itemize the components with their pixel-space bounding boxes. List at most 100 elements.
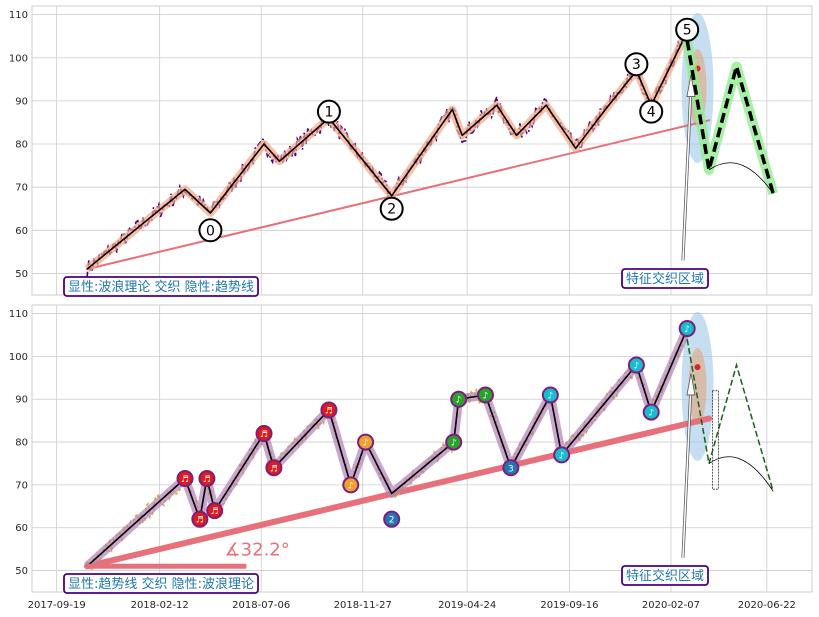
y-tick-label: 100	[9, 53, 28, 64]
wave-marker	[265, 459, 283, 477]
wave-marker	[553, 446, 571, 464]
wave-marker	[642, 403, 660, 421]
y-tick-label: 80	[15, 438, 28, 449]
wave-line	[86, 31, 688, 270]
wave-marker-glyph: ♬	[211, 507, 219, 517]
label-box: 显性:趋势线 交织 隐性:波浪理论	[63, 573, 259, 594]
y-tick-label: 70	[15, 183, 28, 194]
wave-marker-glyph: ♪	[648, 409, 654, 419]
y-tick-label: 50	[15, 269, 28, 280]
x-tick-label: 2020-02-07	[642, 600, 700, 611]
wave-marker	[502, 459, 520, 477]
zone-arrow-core	[682, 386, 692, 558]
wave-marker	[320, 401, 338, 419]
wave-label: 1	[324, 105, 333, 121]
x-tick-label: 2018-11-27	[334, 600, 392, 611]
wave-label-circle	[639, 99, 664, 124]
wave-marker	[450, 390, 468, 408]
wave-label: 3	[632, 57, 641, 73]
wave-marker-glyph: ♬	[181, 475, 189, 485]
panel-top: 50 60 70 80 90 100 110 0 1 2 3 4 5 显性:波浪理论 交织 隐性:趋势线 特…	[9, 5, 813, 297]
x-tick-label: 2018-02-12	[131, 600, 189, 611]
zone-label-text: 特征交织区域	[626, 271, 704, 287]
wave-marker	[198, 469, 216, 487]
wave-marker-glyph: 2	[389, 516, 395, 526]
wave-marker-glyph: ♪	[363, 439, 369, 449]
y-tick-label: 50	[15, 566, 28, 577]
zone-label-box: 特征交织区域	[621, 565, 709, 586]
projection-range-box	[711, 390, 719, 490]
zone-label-text: 特征交织区域	[626, 568, 704, 584]
wave-marker	[255, 425, 273, 443]
label-box-frame	[63, 276, 259, 297]
projection-arc	[708, 162, 774, 194]
wave-marker	[191, 510, 209, 528]
wave-marker	[678, 320, 696, 338]
wave-marker-glyph: ♪	[559, 451, 565, 461]
y-tick-label: 90	[15, 96, 28, 107]
wave-marker-glyph: ♪	[483, 391, 489, 401]
wave-marker-glyph: ♬	[203, 475, 211, 485]
x-tick-label: 2017-09-19	[28, 600, 86, 611]
wave-label: 5	[683, 23, 692, 39]
y-tick-label: 80	[15, 140, 28, 151]
y-tick-label: 110	[9, 309, 28, 320]
wave-marker-glyph: ♬	[260, 430, 268, 440]
zone-label-frame	[621, 565, 709, 586]
y-tick-label: 100	[9, 352, 28, 363]
wave-label-circle	[316, 99, 341, 124]
wave-marker-glyph: ♪	[547, 391, 553, 401]
wave-label: 2	[387, 202, 396, 218]
projection-line	[685, 40, 775, 195]
wave-label-circle	[198, 218, 223, 243]
zone-ellipse-inner	[688, 347, 707, 425]
zone-label-frame	[621, 268, 709, 289]
wave-marker	[342, 476, 360, 494]
zone-center-dot	[694, 364, 701, 371]
angle-label: ∡32.2°	[225, 540, 290, 561]
panel-bottom: 50 60 70 80 90 100 110 ♬ ♬ ♬ ♬ ♬ ♬ ♬ ♪ ♪ 2 ♪ ♪ ♪ 3 ♪ ♪ ♪ ♪ ♪ ∡32.2…	[9, 304, 813, 594]
label-box: 显性:波浪理论 交织 隐性:趋势线	[63, 276, 259, 297]
wave-marker-glyph: ♪	[456, 396, 462, 406]
wave-label-circle	[624, 52, 649, 77]
wave-marker	[445, 433, 463, 451]
wave-label: 4	[647, 105, 656, 121]
wave-marker	[206, 502, 224, 520]
wave-label-circle	[675, 17, 700, 42]
y-tick-label: 60	[15, 226, 28, 237]
y-tick-label: 60	[15, 523, 28, 534]
wave-marker-glyph: ♬	[325, 406, 333, 416]
wave-marker	[476, 386, 494, 404]
y-tick-label: 70	[15, 480, 28, 491]
y-tick-label: 90	[15, 395, 28, 406]
wave-marker	[383, 510, 401, 528]
plot-frame	[31, 304, 813, 593]
x-tick-label: 2019-04-24	[438, 600, 496, 611]
wave-label: 0	[206, 223, 215, 239]
wave-label-circle	[379, 196, 404, 221]
wave-marker	[627, 356, 645, 374]
label-box-text: 显性:波浪理论 交织 隐性:趋势线	[68, 279, 254, 295]
x-axis: 2017-09-19 2018-02-12 2018-07-06 2018-11-27…	[28, 600, 796, 611]
label-box-frame	[63, 573, 259, 594]
wave-marker-glyph: ♪	[684, 325, 690, 335]
wave-marker-glyph: ♬	[270, 464, 278, 474]
wave-marker	[357, 433, 375, 451]
trend-line	[86, 119, 711, 271]
zone-arrow-head	[686, 373, 696, 396]
y-tick-label: 110	[9, 10, 28, 21]
x-tick-label: 2018-07-06	[232, 600, 290, 611]
label-box-text: 显性:趋势线 交织 隐性:波浪理论	[68, 576, 254, 592]
zone-arrow-core	[682, 87, 692, 261]
wave-marker-glyph: 3	[508, 464, 514, 474]
wave-marker-glyph: ♪	[451, 439, 457, 449]
wave-marker-glyph: ♪	[348, 481, 354, 491]
x-tick-label: 2019-09-16	[540, 600, 598, 611]
wave-marker-glyph: ♬	[196, 516, 204, 526]
wave-marker-glyph: ♪	[634, 361, 640, 371]
wave-marker	[541, 386, 559, 404]
zone-label-box: 特征交织区域	[621, 268, 709, 289]
x-tick-label: 2020-06-22	[738, 600, 796, 611]
zone-arrow-head	[686, 74, 696, 97]
